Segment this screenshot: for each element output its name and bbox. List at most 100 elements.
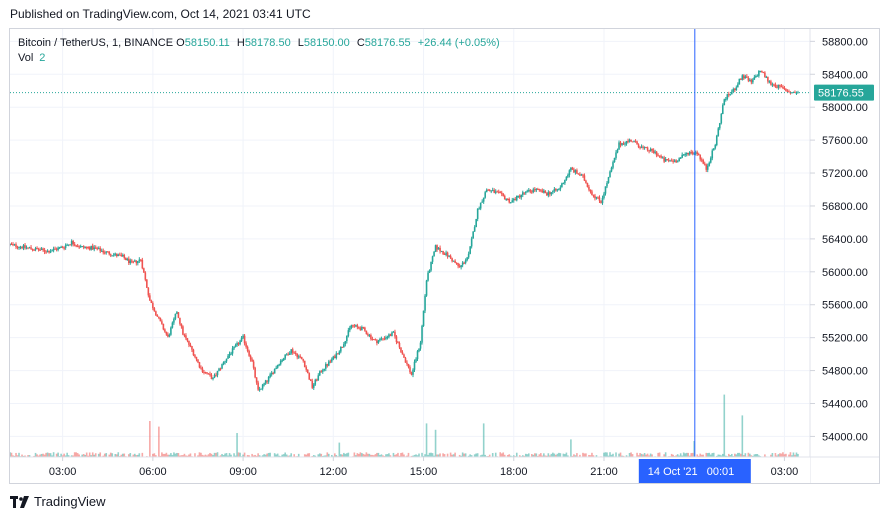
volume-bar [604, 452, 607, 457]
candle-body [795, 92, 798, 94]
candle-body [320, 371, 323, 373]
volume-bar [469, 454, 471, 457]
volume-bar [16, 455, 19, 457]
y-tick-label: 57600.00 [822, 135, 868, 147]
volume-bar [273, 453, 276, 457]
x-tick-label: 09:00 [229, 466, 257, 478]
x-tick-label: 06:00 [139, 466, 167, 478]
footer-brand[interactable]: TradingView [34, 494, 106, 509]
candle-body [621, 143, 623, 146]
candle-body [598, 197, 601, 201]
volume-bar [717, 454, 720, 457]
volume-bar [625, 455, 628, 457]
candle-body [79, 246, 82, 248]
candle-body [192, 349, 195, 356]
volume-bar [51, 455, 53, 457]
footer[interactable]: TradingView [10, 494, 106, 509]
volume-bar [782, 452, 784, 457]
volume-bar [120, 454, 123, 457]
candle-body [27, 247, 29, 249]
volume-bar [664, 452, 667, 457]
volume-bar [66, 452, 68, 457]
y-tick-label: 57200.00 [822, 168, 868, 180]
candle-body [721, 105, 724, 115]
candle-body [700, 159, 703, 161]
candle-body [308, 373, 311, 380]
candle-body [138, 259, 141, 262]
volume-bar [618, 453, 620, 457]
candle-body [502, 193, 505, 196]
candle-body [293, 352, 296, 354]
volume-bar [592, 455, 595, 457]
candle-body [382, 338, 384, 340]
volume-bar [785, 453, 787, 457]
candle-body [185, 335, 187, 339]
volume-bar [458, 454, 461, 457]
candle-body [657, 155, 659, 157]
volume-bar [791, 455, 793, 457]
candle-body [445, 252, 447, 255]
candle-body [496, 191, 499, 193]
candle-body [675, 160, 677, 163]
volume-bar [430, 452, 432, 457]
price-chart[interactable]: 54000.00 54400.00 54800.00 55200.00 55600.00… [10, 29, 880, 484]
candle-body [15, 244, 17, 247]
volume-label: Vol [18, 52, 34, 64]
volume-bar [170, 453, 172, 457]
volume-bar [201, 454, 204, 457]
volume-bar [344, 453, 347, 457]
volume-bar [515, 452, 518, 457]
volume-bar [795, 452, 798, 457]
candle-body [696, 152, 699, 155]
volume-bar [443, 454, 446, 457]
volume-bar [693, 441, 696, 457]
volume-bar [103, 453, 106, 457]
volume-bar [764, 454, 766, 457]
chart-frame[interactable]: 54000.00 54400.00 54800.00 55200.00 55600.00… [9, 28, 880, 484]
candle-body [443, 253, 446, 255]
candle-body [167, 334, 169, 337]
candle-body [457, 263, 459, 267]
volume-bar [359, 452, 362, 457]
candle-body [729, 94, 732, 96]
candle-body [379, 339, 381, 341]
volume-bar [219, 455, 222, 457]
candle-body [82, 246, 85, 248]
candle-body [218, 368, 220, 371]
candle-body [777, 84, 780, 88]
candle-body [759, 70, 762, 72]
candle-body [305, 367, 308, 370]
candle-body [559, 187, 562, 190]
candle-body [503, 195, 506, 200]
volume-bar [747, 452, 750, 457]
volume-bar [684, 453, 686, 457]
volume-bar [564, 454, 566, 457]
candle-body [70, 241, 73, 245]
candle-body [682, 154, 685, 156]
candle-body [534, 189, 536, 191]
candle-body [743, 75, 745, 79]
volume-bar [361, 453, 363, 457]
volume-bar [285, 454, 288, 457]
volume-bar [576, 453, 578, 457]
volume-bar [753, 454, 756, 457]
candle-body [264, 380, 267, 384]
volume-bar [401, 452, 404, 457]
volume-bar [266, 453, 268, 457]
candle-body [10, 244, 13, 246]
candle-body [642, 146, 644, 148]
candle-body [386, 336, 389, 338]
candle-body [349, 327, 351, 331]
candle-body [34, 248, 37, 250]
volume-bar [740, 453, 742, 457]
candle-body [30, 247, 32, 249]
volume-bar [642, 454, 644, 457]
volume-bar [479, 455, 482, 457]
candle-body [112, 254, 115, 256]
volume-bar [48, 453, 50, 457]
candle-body [364, 327, 366, 331]
candle-body [39, 249, 41, 251]
candle-body [785, 88, 787, 92]
candle-body [123, 255, 126, 258]
volume-bar [252, 455, 255, 457]
